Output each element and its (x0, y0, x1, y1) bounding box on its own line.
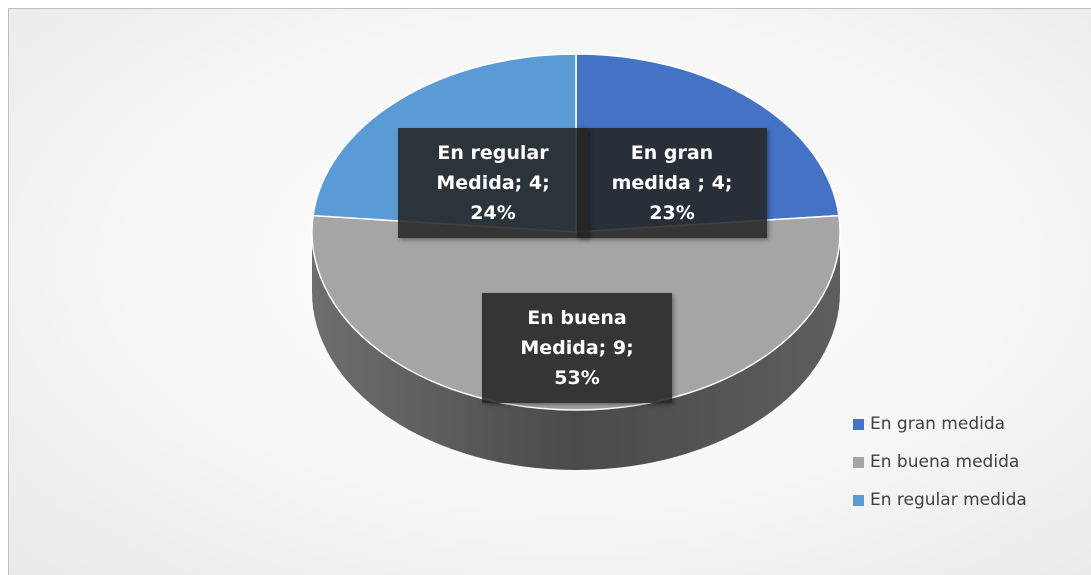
legend-label: En regular medida (870, 490, 1027, 510)
legend-entry: En gran medida (853, 414, 1005, 434)
data-label-text: En regular Medida; 4; 24% (436, 142, 550, 224)
legend-swatch (853, 456, 864, 468)
data-label: En buena Medida; 9; 53% (482, 293, 672, 403)
legend-swatch (853, 494, 864, 506)
data-label: En regular Medida; 4; 24% (398, 128, 588, 238)
legend-entry: En regular medida (853, 490, 1027, 510)
data-label-text: En buena Medida; 9; 53% (520, 307, 634, 389)
legend-entry: En buena medida (853, 452, 1019, 472)
legend-swatch (853, 418, 864, 430)
legend-label: En buena medida (870, 452, 1020, 472)
data-label-text: En gran medida ; 4; 23% (611, 142, 733, 224)
pie-side (312, 232, 840, 470)
data-label: En gran medida ; 4; 23% (577, 128, 767, 238)
legend-label: En gran medida (870, 414, 1006, 434)
